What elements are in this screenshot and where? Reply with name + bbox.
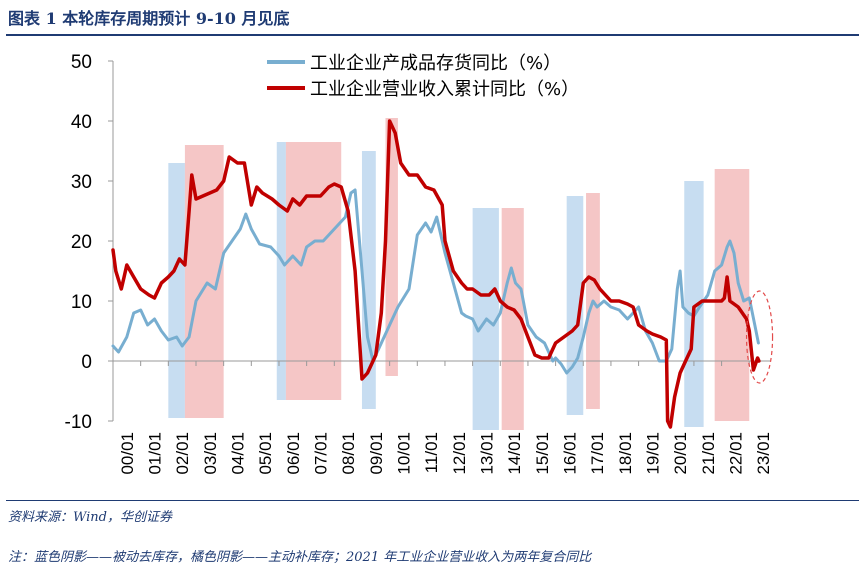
- series-lines: [111, 119, 774, 429]
- orange-shade-region-11: [714, 169, 750, 421]
- legend-label-2: 工业企业营业收入累计同比（%）: [310, 79, 579, 100]
- y-tick-label: 10: [71, 292, 92, 313]
- x-tick-label: 19/01: [643, 432, 662, 475]
- x-tick-label: 14/01: [505, 432, 524, 475]
- x-tick-label: 06/01: [284, 432, 303, 475]
- orange-shade-region-7: [501, 208, 524, 430]
- x-tick-label: 03/01: [201, 432, 220, 475]
- x-tick-label: 20/01: [671, 432, 690, 475]
- note-text: 注：蓝色阴影——被动去库存，橘色阴影——主动补库存；2021 年工业企业营业收入…: [8, 550, 592, 565]
- x-tick-label: 05/01: [256, 432, 275, 475]
- blue-shade-region-8: [566, 196, 584, 415]
- shaded-regions: [168, 118, 750, 430]
- y-tick-label: 40: [71, 112, 92, 133]
- x-tick-label: 01/01: [145, 432, 164, 475]
- x-tick-label: 17/01: [588, 432, 607, 475]
- y-tick-label: -10: [65, 412, 92, 433]
- blue-shade-region-4: [361, 151, 376, 409]
- x-tick-label: 15/01: [533, 432, 552, 475]
- x-tick-label: 23/01: [754, 432, 773, 475]
- x-tick-label: 04/01: [228, 432, 247, 475]
- x-tick-label: 08/01: [339, 432, 358, 475]
- x-tick-label: 10/01: [394, 432, 413, 475]
- y-tick-label: 50: [71, 52, 92, 73]
- source-text: 资料来源：Wind，华创证券: [8, 510, 172, 525]
- y-tick-label: 20: [71, 232, 92, 253]
- legend: 工业企业产成品存货同比（%） 工业企业营业收入累计同比（%）: [267, 53, 579, 100]
- bottom-rule: [6, 500, 859, 501]
- x-tick-label: 13/01: [477, 432, 496, 475]
- x-tick-label: 07/01: [311, 432, 330, 475]
- x-tick-label: 11/01: [422, 432, 441, 473]
- x-tick-label: 18/01: [616, 432, 635, 475]
- x-tick-label: 02/01: [173, 432, 192, 475]
- blue-shade-region-10: [684, 181, 704, 427]
- blue-shade-region-2: [276, 142, 286, 400]
- y-tick-label: 0: [81, 352, 92, 373]
- blue-shade-region-0: [168, 163, 185, 418]
- highlight-ellipse: [745, 290, 774, 384]
- x-tick-label: 22/01: [726, 432, 745, 475]
- legend-label-1: 工业企业产成品存货同比（%）: [310, 53, 561, 74]
- line-chart: -10 0 10 20 30 40 50 00/01 01/01 02/01 03/01 04/01 0…: [65, 52, 774, 475]
- x-tick-label: 09/01: [367, 432, 386, 475]
- x-tick-label: 00/01: [118, 432, 137, 475]
- x-tick-label: 16/01: [560, 432, 579, 475]
- axes: -10 0 10 20 30 40 50 00/01 01/01 02/01 03/01 04/01 0…: [65, 52, 774, 475]
- title-rule: [6, 34, 859, 36]
- figure-title: 图表 1 本轮库存周期预计 9-10 月见底: [8, 9, 290, 28]
- series-line-2: [111, 119, 761, 429]
- series-line-1: [111, 188, 760, 375]
- y-tick-label: 30: [71, 172, 92, 193]
- x-tick-label: 21/01: [699, 432, 718, 475]
- x-tick-label: 12/01: [450, 432, 469, 475]
